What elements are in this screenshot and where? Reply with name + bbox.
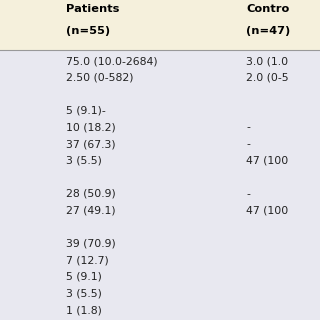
- Text: (n=47): (n=47): [246, 26, 291, 36]
- Text: Contro: Contro: [246, 4, 290, 14]
- Text: 47 (100: 47 (100: [246, 205, 289, 215]
- Bar: [0, 50, 320, 320]
- Text: 5 (9.1)-: 5 (9.1)-: [66, 106, 105, 116]
- Text: -: -: [246, 123, 250, 132]
- Text: -: -: [246, 189, 250, 199]
- Text: Patients: Patients: [66, 4, 119, 14]
- Text: 5 (9.1): 5 (9.1): [66, 272, 101, 282]
- Text: 3 (5.5): 3 (5.5): [66, 156, 101, 166]
- Text: 3.0 (1.0: 3.0 (1.0: [246, 56, 289, 66]
- Text: 10 (18.2): 10 (18.2): [66, 123, 115, 132]
- Text: 28 (50.9): 28 (50.9): [66, 189, 115, 199]
- Text: 2.0 (0-5: 2.0 (0-5: [246, 73, 289, 83]
- Text: 2.50 (0-582): 2.50 (0-582): [66, 73, 133, 83]
- Text: 1 (1.8): 1 (1.8): [66, 305, 101, 315]
- Text: 7 (12.7): 7 (12.7): [66, 255, 108, 265]
- Text: 3 (5.5): 3 (5.5): [66, 289, 101, 299]
- Text: 75.0 (10.0-2684): 75.0 (10.0-2684): [66, 56, 157, 66]
- Text: -: -: [246, 139, 250, 149]
- Text: 27 (49.1): 27 (49.1): [66, 205, 115, 215]
- Text: 39 (70.9): 39 (70.9): [66, 239, 115, 249]
- Bar: [0, 0, 320, 50]
- Text: (n=55): (n=55): [66, 26, 110, 36]
- Text: 37 (67.3): 37 (67.3): [66, 139, 115, 149]
- Text: 47 (100: 47 (100: [246, 156, 289, 166]
